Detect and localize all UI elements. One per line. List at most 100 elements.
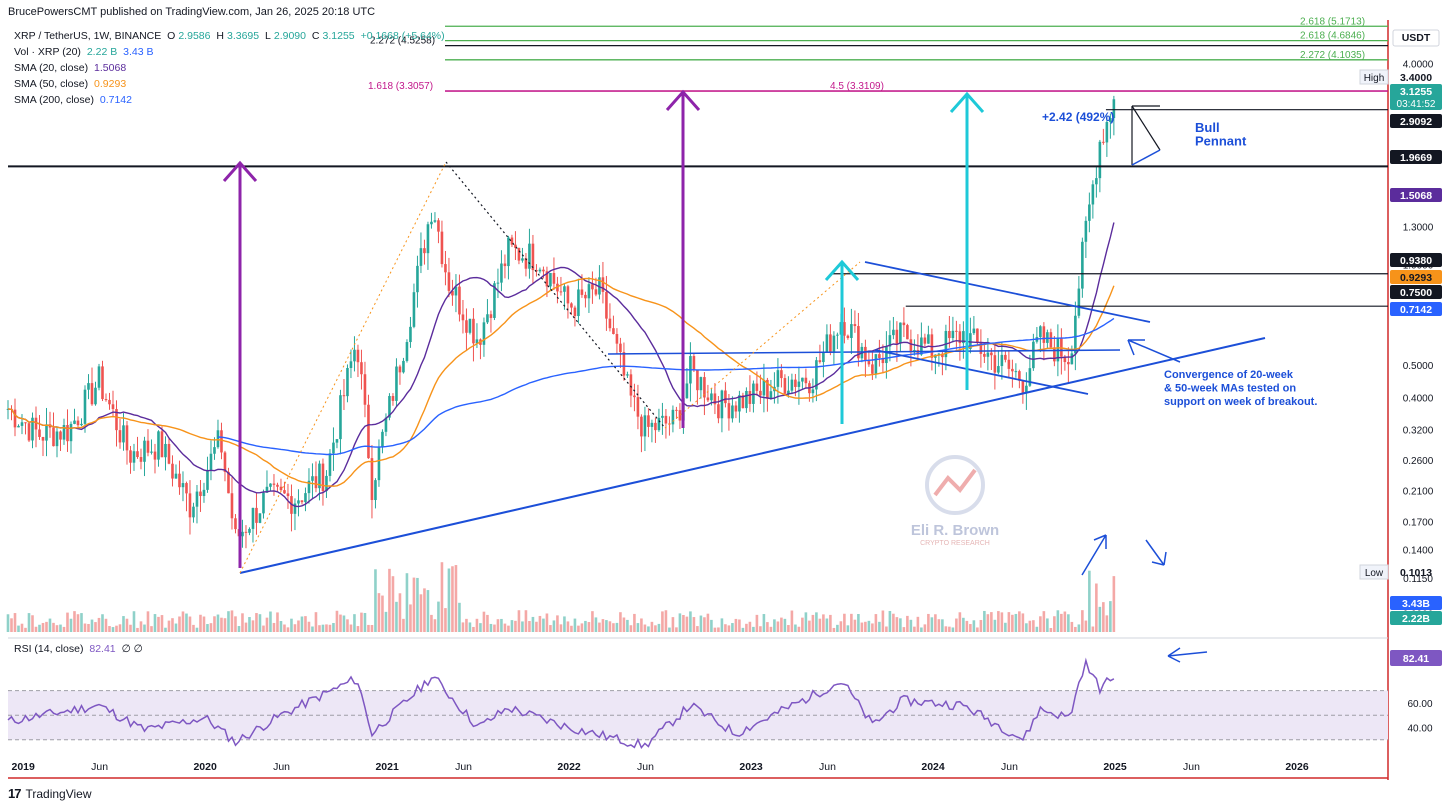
volume-bar [937, 619, 941, 632]
candle-body [164, 443, 167, 458]
price-tick-label: 0.4000 [1403, 393, 1434, 404]
price-tag-box [1390, 253, 1442, 267]
candle-body [188, 493, 192, 518]
fib-level-label: 2.272 (4.1035) [1300, 50, 1365, 61]
legend-volume[interactable]: Vol · XRP (20) 2.22 B 3.43 B [14, 46, 156, 58]
volume-bar [87, 623, 90, 632]
legend-rsi-value: 82.41 [89, 643, 116, 655]
volume-bar [972, 620, 976, 632]
candle-body [535, 270, 538, 272]
price-tag-box [1390, 302, 1442, 316]
legend-sma50[interactable]: SMA (50, close) 0.9293 [14, 78, 129, 90]
candle-body [90, 383, 94, 405]
legend-sma200[interactable]: SMA (200, close) 0.7142 [14, 94, 135, 106]
candle-body [776, 370, 780, 387]
volume-bar [927, 613, 930, 632]
volume-bar [458, 602, 461, 632]
candle-body [713, 393, 717, 405]
legend-rsi[interactable]: RSI (14, close) 82.41 ∅ ∅ [14, 643, 146, 655]
volume-bar [451, 566, 454, 632]
volume-bar [1028, 620, 1032, 632]
candle-body [104, 399, 108, 401]
candle-body [657, 417, 661, 431]
countdown-label: 03:41:52 [1397, 99, 1436, 110]
volume-bar [874, 614, 878, 632]
candle-body [909, 339, 913, 353]
candle-body [1004, 354, 1007, 360]
volume-bar [440, 562, 444, 632]
volume-bar [692, 617, 696, 632]
candle-body [283, 490, 286, 494]
legend-sma20[interactable]: SMA (20, close) 1.5068 [14, 62, 129, 74]
volume-bar [276, 612, 279, 632]
candle-body [549, 273, 552, 287]
volume-bar [668, 627, 671, 632]
fib-level-label: 2.618 (5.1713) [1300, 16, 1365, 27]
volume-bar [391, 576, 395, 632]
legend-h-label: H [216, 30, 224, 42]
volume-bar [745, 623, 748, 632]
price-tag-label: USDT [1402, 32, 1431, 44]
candle-body [633, 395, 636, 398]
volume-bar [381, 595, 384, 632]
tradingview-footer[interactable]: 17 TradingView [8, 786, 92, 801]
price-tag-box [1390, 114, 1442, 128]
volume-bar [202, 616, 206, 632]
candle-body [780, 370, 783, 379]
volume-bar [818, 618, 822, 632]
volume-bar [38, 624, 41, 632]
candle-body [759, 390, 762, 396]
candle-body [248, 528, 251, 533]
candle-body [178, 473, 181, 488]
legend-sma50-label: SMA (50, close) [14, 78, 89, 90]
volume-bar [678, 613, 682, 632]
candle-body [300, 500, 304, 503]
candle-body [262, 492, 265, 514]
volume-bar [129, 624, 132, 632]
volume-bar [90, 619, 94, 632]
annotation-text: Convergence of 20-week [1164, 369, 1294, 381]
candle-body [307, 480, 311, 494]
candle-body [962, 331, 965, 344]
legend-close: 3.1255 [322, 30, 355, 42]
candle-body [997, 366, 1000, 373]
annotation-text: Bull [1195, 120, 1220, 135]
price-tag-label: 0.7500 [1400, 287, 1432, 299]
candle-body [538, 269, 542, 272]
time-tick-label: 2019 [11, 761, 35, 773]
volume-bar [545, 613, 549, 632]
volume-bar [342, 615, 346, 632]
time-tick-label: Jun [273, 761, 290, 773]
time-tick-label: Jun [1183, 761, 1200, 773]
candle-body [412, 292, 416, 327]
volume-bar [374, 569, 377, 632]
candle-body [1060, 337, 1063, 357]
volume-bar [367, 624, 370, 632]
candle-body [111, 404, 115, 410]
volume-bar [839, 621, 843, 632]
candle-body [545, 271, 549, 287]
volume-bar [706, 613, 710, 632]
price-tag-label: 0.7142 [1400, 304, 1432, 316]
candle-body [524, 258, 528, 269]
volume-bar [1014, 613, 1018, 632]
time-tick-label: Jun [1001, 761, 1018, 773]
volume-bar [885, 626, 888, 632]
candle-body [993, 355, 997, 373]
candle-body [573, 307, 577, 317]
volume-bar [654, 625, 657, 632]
candle-body [220, 430, 223, 453]
volume-bar [174, 623, 178, 632]
candle-body [258, 513, 262, 523]
candle-body [153, 451, 157, 460]
fib-level-label: 2.618 (4.6846) [1300, 31, 1365, 42]
volume-bar [535, 621, 538, 632]
candle-body [612, 328, 615, 335]
candle-body [1007, 359, 1011, 369]
candle-body [622, 352, 626, 376]
candle-body [325, 475, 328, 492]
volume-bar [188, 616, 192, 632]
cyan-arrow-short-head [824, 259, 860, 281]
price-tag-label: 3.43B [1402, 598, 1430, 610]
